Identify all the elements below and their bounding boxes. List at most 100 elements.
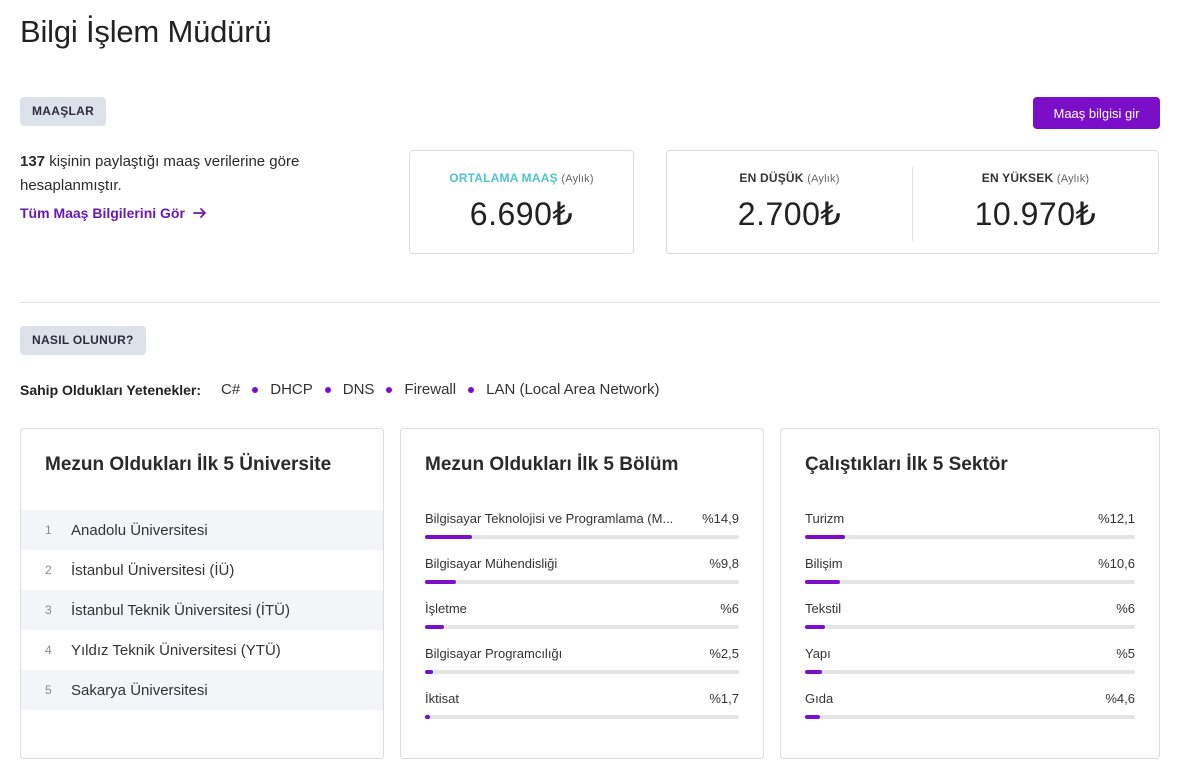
salaries-badge: MAAŞLAR bbox=[20, 97, 107, 126]
sector-percent: %5 bbox=[1116, 646, 1135, 661]
progress-fill bbox=[425, 625, 444, 629]
progress-fill bbox=[805, 580, 840, 584]
list-item: 3 İstanbul Teknik Üniversitesi (İTÜ) bbox=[21, 590, 383, 630]
progress-fill bbox=[425, 535, 472, 539]
bullet-dot-icon bbox=[468, 386, 475, 393]
progress-fill bbox=[805, 535, 845, 539]
stat-divider bbox=[912, 167, 913, 241]
list-item: İktisat %1,7 bbox=[425, 690, 739, 735]
progress-track bbox=[805, 535, 1135, 539]
list-item: Yapı %5 bbox=[805, 645, 1135, 690]
skill-item: DNS bbox=[342, 381, 375, 398]
max-salary-value: 10.970₺ bbox=[974, 196, 1097, 232]
progress-track bbox=[425, 670, 739, 674]
departments-card: Mezun Oldukları İlk 5 Bölüm Bilgisayar T… bbox=[400, 428, 764, 759]
bullet-dot-icon bbox=[252, 386, 259, 393]
department-percent: %14,9 bbox=[702, 511, 739, 526]
university-name: İstanbul Üniversitesi (İÜ) bbox=[71, 561, 235, 579]
sector-name: Tekstil bbox=[805, 601, 842, 616]
average-salary-value: 6.690₺ bbox=[469, 196, 574, 232]
min-salary-value: 2.700₺ bbox=[737, 196, 842, 232]
skill-item: C# bbox=[221, 381, 241, 398]
salary-summary: 137 kişinin paylaştığı maaş verilerine g… bbox=[20, 150, 350, 198]
list-item: 2 İstanbul Üniversitesi (İÜ) bbox=[21, 550, 383, 590]
sectors-card: Çalıştıkları İlk 5 Sektör Turizm %12,1 Bi… bbox=[780, 428, 1160, 759]
university-name: İstanbul Teknik Üniversitesi (İTÜ) bbox=[71, 601, 290, 619]
universities-title: Mezun Oldukları İlk 5 Üniversite bbox=[45, 454, 332, 475]
progress-track bbox=[805, 670, 1135, 674]
skills-label: Sahip Oldukları Yetenekler: bbox=[20, 381, 202, 398]
progress-fill bbox=[805, 715, 821, 719]
progress-fill bbox=[425, 670, 433, 674]
progress-fill bbox=[805, 625, 825, 629]
average-salary-label: ORTALAMA MAAŞ (Aylık) bbox=[449, 171, 594, 185]
progress-fill bbox=[425, 715, 431, 719]
rank-number: 4 bbox=[45, 643, 52, 657]
departments-title: Mezun Oldukları İlk 5 Bölüm bbox=[425, 454, 679, 475]
university-name: Yıldız Teknik Üniversitesi (YTÜ) bbox=[71, 641, 281, 659]
progress-track bbox=[425, 535, 739, 539]
university-name: Anadolu Üniversitesi bbox=[71, 521, 208, 539]
department-percent: %2,5 bbox=[709, 646, 739, 661]
how-badge: NASIL OLUNUR? bbox=[20, 326, 146, 355]
sectors-list: Turizm %12,1 Bilişim %10,6 Tekstil %6 Yapı%… bbox=[805, 510, 1135, 735]
sectors-title: Çalıştıkları İlk 5 Sektör bbox=[805, 454, 1008, 475]
rank-number: 5 bbox=[45, 683, 52, 697]
sector-percent: %4,6 bbox=[1105, 691, 1135, 706]
progress-track bbox=[805, 580, 1135, 584]
universities-list: 1 Anadolu Üniversitesi 2 İstanbul Üniver… bbox=[21, 510, 383, 710]
sector-percent: %6 bbox=[1116, 601, 1135, 616]
sector-percent: %12,1 bbox=[1098, 511, 1135, 526]
progress-fill bbox=[425, 580, 456, 584]
rank-number: 1 bbox=[45, 523, 52, 537]
all-salaries-link[interactable]: Tüm Maaş Bilgilerini Gör bbox=[20, 205, 207, 221]
sector-percent: %10,6 bbox=[1098, 556, 1135, 571]
sector-name: Yapı bbox=[805, 646, 831, 661]
progress-track bbox=[425, 625, 739, 629]
university-name: Sakarya Üniversitesi bbox=[71, 681, 208, 699]
list-item: Bilişim %10,6 bbox=[805, 555, 1135, 600]
department-name: Bilgisayar Mühendisliği bbox=[425, 556, 558, 571]
average-salary-card: ORTALAMA MAAŞ (Aylık) 6.690₺ bbox=[409, 150, 634, 254]
bullet-dot-icon bbox=[386, 386, 393, 393]
skill-item: Firewall bbox=[404, 381, 457, 398]
list-item: Turizm %12,1 bbox=[805, 510, 1135, 555]
min-salary-label: EN DÜŞÜK (Aylık) bbox=[739, 171, 840, 185]
list-item: 5 Sakarya Üniversitesi bbox=[21, 670, 383, 710]
list-item: Gıda %4,6 bbox=[805, 690, 1135, 735]
progress-track bbox=[425, 715, 739, 719]
department-name: Bilgisayar Programcılığı bbox=[425, 646, 563, 661]
list-item: 1 Anadolu Üniversitesi bbox=[21, 510, 383, 550]
progress-fill bbox=[805, 670, 822, 674]
department-name: Bilgisayar Teknolojisi ve Programlama (M… bbox=[425, 511, 674, 526]
sector-name: Gıda bbox=[805, 691, 834, 706]
department-percent: %9,8 bbox=[709, 556, 739, 571]
list-item: 4 Yıldız Teknik Üniversitesi (YTÜ) bbox=[21, 630, 383, 670]
department-name: İşletme bbox=[425, 601, 467, 616]
department-percent: %6 bbox=[720, 601, 739, 616]
arrow-right-icon bbox=[193, 208, 206, 218]
section-divider bbox=[20, 302, 1160, 303]
progress-track bbox=[425, 580, 739, 584]
bullet-dot-icon bbox=[324, 386, 331, 393]
list-item: Bilgisayar Mühendisliği %9,8 bbox=[425, 555, 739, 600]
progress-track bbox=[805, 715, 1135, 719]
list-item: Bilgisayar Teknolojisi ve Programlama (M… bbox=[425, 510, 739, 555]
list-item: İşletme %6 bbox=[425, 600, 739, 645]
universities-card: Mezun Oldukları İlk 5 Üniversite 1 Anado… bbox=[20, 428, 384, 759]
skill-item: LAN (Local Area Network) bbox=[486, 381, 660, 398]
rank-number: 2 bbox=[45, 563, 52, 577]
progress-track bbox=[805, 625, 1135, 629]
department-percent: %1,7 bbox=[709, 691, 739, 706]
summary-text: kişinin paylaştığı maaş verilerine göre … bbox=[20, 153, 300, 194]
page-title: Bilgi İşlem Müdürü bbox=[20, 14, 272, 49]
skills-row: Sahip Oldukları Yetenekler: C# DHCP DNS … bbox=[20, 381, 660, 398]
list-item: Tekstil %6 bbox=[805, 600, 1135, 645]
salary-range-card: EN DÜŞÜK (Aylık) 2.700₺ EN YÜKSEK (Aylık… bbox=[666, 150, 1159, 254]
enter-salary-button[interactable]: Maaş bilgisi gir bbox=[1033, 97, 1160, 129]
sector-name: Bilişim bbox=[805, 556, 843, 571]
sector-name: Turizm bbox=[805, 511, 845, 526]
max-salary-label: EN YÜKSEK (Aylık) bbox=[981, 171, 1090, 185]
department-name: İktisat bbox=[425, 691, 459, 706]
skill-item: DHCP bbox=[270, 381, 313, 398]
